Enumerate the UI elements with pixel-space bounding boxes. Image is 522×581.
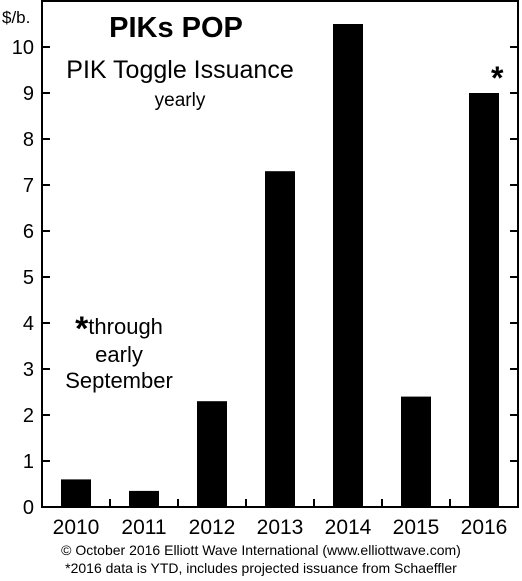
y-tick-label: 6	[23, 221, 34, 243]
bar-2013	[265, 171, 295, 507]
y-tick-label: 9	[23, 83, 34, 105]
y-tick-label: 2	[23, 405, 34, 427]
chart-footer: © October 2016 Elliott Wave Internationa…	[0, 541, 522, 577]
bar-2012	[197, 401, 227, 507]
x-tick-label-2010: 2010	[53, 516, 100, 539]
y-tick-label: 10	[12, 37, 34, 59]
chart-title: PIKs POP	[109, 12, 243, 44]
y-tick-label: 3	[23, 359, 34, 381]
copyright-line: © October 2016 Elliott Wave Internationa…	[61, 542, 461, 558]
y-tick-label: 0	[23, 497, 34, 519]
ytd-note-text-1: through	[88, 314, 163, 339]
x-tick-label-2012: 2012	[189, 516, 236, 539]
x-tick-label-2015: 2015	[393, 516, 440, 539]
ytd-note-line-3: September	[65, 368, 173, 393]
y-tick-label: 7	[23, 175, 34, 197]
ytd-note: *through early September	[44, 312, 194, 394]
y-tick-label: 4	[23, 313, 34, 335]
footnote-line: *2016 data is YTD, includes projected is…	[65, 560, 457, 576]
bar-2011	[129, 490, 159, 507]
ytd-note-line-2: early	[95, 342, 143, 367]
y-axis-unit-label: $/b.	[2, 8, 31, 27]
chart-subtitle: PIK Toggle Issuance	[66, 56, 294, 84]
ytd-note-line-1: *through	[44, 312, 194, 346]
y-tick-label: 8	[23, 129, 34, 151]
x-tick-label-2014: 2014	[325, 516, 372, 539]
x-tick-label-2011: 2011	[121, 516, 166, 539]
x-tick-label-2016: 2016	[461, 516, 508, 539]
bar-2015	[401, 396, 431, 507]
y-tick-label: 1	[23, 451, 34, 473]
y-tick-label: 5	[23, 267, 34, 289]
bar-group	[61, 24, 499, 507]
x-tick-label-2013: 2013	[257, 516, 304, 539]
bar-2014	[333, 24, 363, 507]
ytd-note-star: *	[75, 310, 89, 348]
bar-2010	[61, 479, 91, 507]
ytd-asterisk: *	[491, 60, 504, 96]
chart-period-label: yearly	[154, 90, 206, 111]
bar-2016	[469, 93, 499, 507]
